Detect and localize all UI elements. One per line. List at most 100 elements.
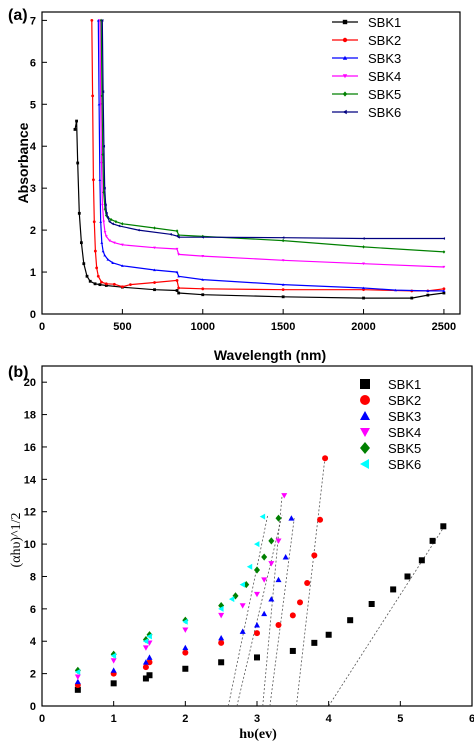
panel-a-label: (a) — [8, 7, 28, 24]
data-point — [153, 226, 156, 230]
data-point — [362, 245, 365, 249]
data-point — [404, 573, 411, 580]
data-point — [74, 686, 81, 693]
data-point — [108, 239, 111, 242]
data-point — [254, 566, 260, 574]
data-point — [239, 581, 246, 588]
series-sbk6 — [74, 513, 266, 675]
x-tick-label: 3 — [254, 713, 260, 725]
legend-swatch-marker — [360, 395, 370, 405]
legend-item: SBK2 — [332, 33, 401, 48]
data-point — [117, 224, 121, 228]
data-point — [268, 561, 275, 567]
data-point — [177, 235, 180, 239]
y-tick-label: 20 — [24, 377, 36, 389]
data-point — [104, 282, 108, 286]
legend-swatch-marker — [360, 379, 370, 389]
data-point — [153, 268, 156, 272]
x-tick-label: 2000 — [351, 321, 375, 333]
data-point — [97, 102, 101, 106]
y-tick-label: 2 — [30, 225, 36, 237]
data-point — [218, 602, 225, 610]
data-point — [394, 288, 398, 292]
panel-a: (a) 0 500 1000 1500 2000 2500 0 1 2 3 4 5 6 7 Wavele… — [8, 7, 461, 363]
x-tick-label: 2 — [182, 713, 188, 725]
legend-label: SBK5 — [368, 87, 401, 102]
x-tick-label: 4 — [326, 713, 333, 725]
data-point — [177, 274, 181, 278]
data-point — [108, 220, 111, 224]
y-tick-label: 12 — [24, 507, 36, 519]
y-tick-label: 4 — [30, 636, 37, 648]
data-point — [254, 654, 260, 661]
data-point — [77, 211, 81, 215]
legend-swatch-marker — [360, 428, 370, 437]
data-point — [347, 617, 354, 624]
data-point — [182, 649, 189, 656]
x-tick-label: 2500 — [432, 321, 456, 333]
legend-item: SBK5 — [360, 441, 421, 456]
data-point — [142, 645, 149, 651]
y-tick-label: 0 — [30, 309, 36, 321]
legend-item: SBK3 — [360, 409, 421, 424]
legend-label: SBK1 — [368, 15, 401, 30]
data-point — [114, 220, 118, 224]
data-point — [254, 630, 260, 637]
data-point — [98, 178, 102, 181]
legend-item: SBK5 — [332, 87, 401, 102]
data-point — [440, 523, 447, 530]
data-point — [177, 253, 181, 256]
data-point — [90, 18, 94, 22]
legend-item: SBK4 — [360, 425, 421, 440]
data-point — [104, 235, 108, 238]
data-point — [177, 286, 181, 290]
y-tick-label: 0 — [30, 701, 36, 713]
data-point — [297, 599, 303, 606]
y-tick-label: 3 — [30, 183, 36, 195]
data-point — [362, 286, 365, 290]
data-point — [106, 258, 110, 261]
data-point — [289, 612, 296, 619]
legend-item: SBK2 — [360, 393, 421, 408]
data-point — [239, 628, 246, 634]
y-tick-label: 18 — [24, 410, 36, 422]
y-tick-label: 6 — [30, 604, 36, 616]
data-point — [259, 513, 266, 520]
data-point — [103, 207, 107, 211]
data-point — [146, 633, 152, 640]
legend-label: SBK6 — [388, 457, 421, 472]
data-point — [175, 270, 179, 274]
data-point — [111, 222, 114, 226]
data-point — [73, 128, 77, 131]
series-sbk1 — [74, 523, 447, 693]
fit-line — [328, 527, 444, 707]
x-tick-label: 1000 — [191, 321, 215, 333]
data-point — [92, 220, 96, 224]
data-point — [311, 639, 318, 646]
data-point — [281, 236, 285, 240]
data-point — [96, 18, 100, 22]
legend-swatch-marker — [342, 37, 348, 43]
panel-b-x-ticks: 0 1 2 3 4 5 6 — [39, 701, 474, 725]
data-point — [96, 274, 100, 278]
data-point — [304, 579, 311, 586]
data-point — [281, 295, 285, 299]
data-point — [218, 605, 224, 612]
y-tick-label: 2 — [30, 669, 36, 681]
data-point — [82, 262, 86, 266]
data-point — [442, 250, 446, 254]
data-point — [218, 635, 225, 641]
data-point — [442, 287, 446, 291]
legend-item: SBK4 — [332, 69, 401, 84]
data-point — [282, 554, 289, 560]
data-point — [268, 537, 275, 545]
x-tick-label: 1500 — [271, 321, 295, 333]
data-point — [103, 253, 107, 257]
legend-label: SBK2 — [388, 393, 421, 408]
data-point — [281, 493, 288, 499]
fit-line — [236, 514, 283, 707]
legend-item: SBK6 — [360, 457, 421, 472]
data-point — [429, 537, 436, 544]
